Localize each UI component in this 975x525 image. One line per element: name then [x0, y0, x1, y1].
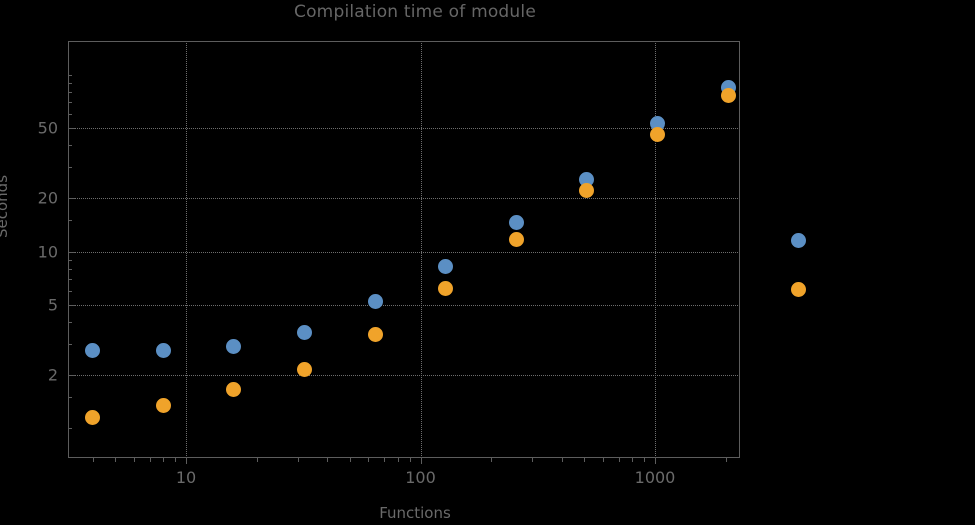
y-tick-mark-minor [68, 114, 72, 115]
x-tick-mark-minor [561, 458, 563, 462]
x-tick-label: 100 [405, 468, 436, 487]
data-point [649, 126, 665, 142]
x-tick-mark-minor [644, 458, 646, 462]
data-point [226, 382, 242, 398]
x-tick-mark-minor [297, 458, 299, 462]
gridline-horizontal [68, 251, 740, 253]
gridline-vertical [655, 41, 656, 458]
y-tick-mark-minor [68, 167, 72, 169]
y-tick-mark-minor [68, 397, 72, 399]
data-point [579, 172, 595, 188]
data-point [508, 231, 524, 247]
data-point-outside [791, 281, 807, 297]
data-point [508, 215, 524, 231]
y-tick-mark [68, 375, 75, 376]
y-tick-mark-minor [68, 343, 72, 345]
data-point [85, 409, 101, 425]
data-point [296, 361, 312, 377]
y-tick-label: 50 [37, 118, 58, 138]
y-tick-mark-minor [68, 220, 72, 222]
x-tick-mark-minor [349, 458, 351, 462]
x-tick-mark-minor [149, 458, 151, 462]
x-tick-mark-minor [532, 458, 534, 462]
x-tick-mark [186, 458, 187, 464]
data-point [85, 343, 101, 359]
chart-title: Compilation time of module [294, 2, 536, 22]
x-axis-ticks: 10 100 1000 [68, 458, 740, 498]
data-point [720, 88, 736, 104]
x-tick-mark-minor [491, 458, 493, 462]
x-axis-label: Functions [379, 504, 451, 522]
y-tick-label: 20 [37, 188, 58, 208]
data-point [438, 259, 454, 275]
y-tick-label: 2 [47, 365, 58, 385]
x-tick-mark-minor [384, 458, 386, 462]
y-tick-label: 10 [37, 242, 58, 261]
y-tick-mark-minor [68, 82, 72, 84]
x-tick-mark-minor [397, 458, 399, 462]
gridline-horizontal [68, 128, 740, 129]
x-tick-mark [420, 458, 422, 464]
x-tick-mark-minor [632, 458, 634, 462]
gridline-vertical [186, 41, 187, 458]
x-tick-mark-minor [175, 458, 177, 462]
x-tick-mark [655, 458, 656, 464]
gridline-horizontal [68, 198, 740, 200]
data-point-outside [791, 233, 807, 249]
y-tick-mark-minor [68, 268, 72, 270]
y-axis-label: Seconds [0, 174, 11, 238]
x-tick-label: 1000 [634, 468, 676, 487]
x-tick-mark-minor [618, 458, 620, 462]
y-tick-label: 5 [47, 295, 58, 315]
y-tick-mark-minor [68, 321, 72, 323]
y-tick-mark [68, 251, 75, 253]
x-tick-mark-minor [256, 458, 258, 462]
y-tick-mark-minor [68, 290, 72, 292]
x-tick-mark-minor [92, 458, 94, 462]
data-point [226, 338, 242, 354]
y-tick-mark-minor [68, 91, 72, 93]
data-point [296, 324, 312, 340]
y-tick-mark-minor [68, 74, 72, 76]
gridline-horizontal [68, 304, 740, 306]
x-tick-mark-minor [409, 458, 411, 462]
x-tick-label: 10 [175, 468, 197, 487]
y-tick-mark [68, 128, 75, 129]
plot-area [68, 41, 740, 458]
y-tick-mark [68, 198, 75, 200]
x-tick-mark-minor [584, 458, 586, 462]
data-point [367, 294, 383, 310]
x-tick-mark-minor [327, 458, 329, 462]
data-point [155, 343, 171, 359]
y-tick-mark-minor [68, 428, 72, 430]
y-axis-ticks: 50 20 10 5 2 [0, 41, 58, 458]
y-tick-mark-minor [68, 259, 72, 261]
x-tick-mark-minor [115, 458, 117, 462]
y-tick-mark-minor [68, 102, 72, 104]
data-point [438, 280, 454, 296]
x-tick-mark-minor [163, 458, 165, 462]
plot-frame [68, 41, 740, 458]
gridline-vertical [420, 41, 422, 458]
data-point [579, 183, 595, 199]
y-tick-mark-minor [68, 278, 72, 280]
x-tick-mark-minor [725, 458, 727, 462]
x-tick-mark-minor [368, 458, 370, 462]
x-tick-mark-minor [602, 458, 604, 462]
data-point [155, 397, 171, 413]
gridline-horizontal [68, 375, 740, 376]
y-tick-mark [68, 304, 75, 306]
data-point [367, 326, 383, 342]
y-tick-mark-minor [68, 145, 72, 147]
x-tick-mark-minor [133, 458, 135, 462]
